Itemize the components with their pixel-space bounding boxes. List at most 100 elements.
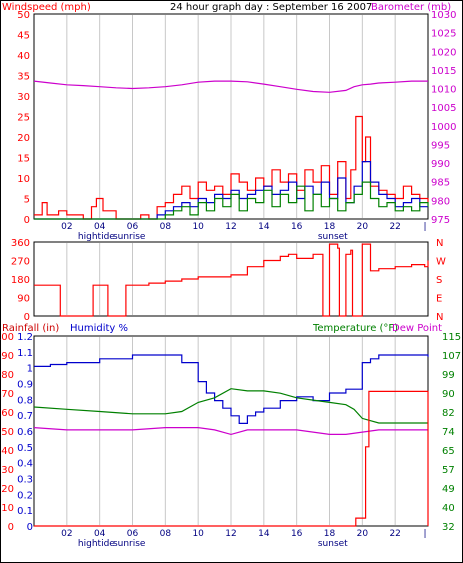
baro-tick-label: 1030 [431, 10, 456, 21]
humidity-tick-label: 70 [1, 389, 14, 400]
wind-tick-label: 5 [24, 195, 30, 206]
humidity-tick-label: 20 [1, 484, 14, 495]
series-barometer [33, 80, 428, 93]
x-tick-label: 20 [357, 529, 369, 539]
x-tick-label: 08 [160, 529, 172, 539]
humidity-tick-label: 0 [8, 522, 14, 533]
x-tick-label: | [423, 529, 426, 539]
x-tick-label: 02 [61, 222, 72, 232]
x-event-label: sunrise [113, 539, 146, 549]
compass-tick-label: S [436, 275, 442, 286]
temp-tick-label: 32 [442, 522, 455, 533]
baro-tick-label: 985 [431, 178, 450, 189]
humidity-tick-label: 90 [1, 351, 14, 362]
wind-tick-label: 0 [24, 215, 30, 226]
x-tick-label: 02 [61, 529, 72, 539]
rain-tick-label: 1.2 [17, 332, 33, 343]
humidity-tick-label: 100 [0, 332, 14, 343]
series-dew-point [33, 427, 428, 436]
temp-tick-label: 90 [442, 389, 455, 400]
compass-tick-label: E [436, 294, 442, 305]
baro-tick-label: 990 [431, 159, 450, 170]
temp-tick-label: 57 [442, 465, 455, 476]
series-rainfall [34, 390, 429, 527]
humidity-tick-label: 30 [1, 465, 14, 476]
rain-tick-label: 0.6 [17, 427, 33, 438]
rain-tick-label: 0.5 [17, 443, 33, 454]
dewpoint-label: Dew Point [392, 323, 442, 334]
compass-tick-label: N [436, 312, 443, 323]
x-tick-label: 20 [357, 222, 369, 232]
baro-tick-label: 1025 [431, 29, 456, 40]
temp-tick-label: 107 [442, 351, 461, 362]
direction-tick-label: 90 [17, 294, 30, 305]
x-tick-label: 22 [389, 222, 400, 232]
x-event-label: hightide [78, 539, 115, 549]
rain-tick-label: 1 [27, 364, 33, 375]
humidity-label: Humidity % [70, 323, 128, 334]
direction-tick-label: 270 [11, 257, 30, 268]
rain-tick-label: 0.1 [17, 506, 33, 517]
x-tick-label: 16 [291, 222, 303, 232]
temp-tick-label: 49 [442, 484, 455, 495]
baro-tick-label: 980 [431, 196, 450, 207]
x-tick-label: 10 [192, 222, 204, 232]
x-tick-label: 08 [160, 222, 172, 232]
x-tick-label: 14 [258, 529, 270, 539]
x-event-label: hightide [78, 232, 115, 242]
temp-tick-label: 82 [442, 408, 455, 419]
windspeed-label: Windspeed (mph) [2, 2, 91, 13]
humidity-tick-label: 60 [1, 408, 14, 419]
rain-tick-label: 0.8 [17, 395, 33, 406]
series-gust [34, 115, 429, 220]
rainfall-label: Rainfall (in) [2, 323, 59, 334]
humidity-tick-label: 80 [1, 370, 14, 381]
rain-tick-label: 0.7 [17, 411, 33, 422]
rain-tick-label: 0.4 [17, 459, 33, 470]
direction-tick-label: 360 [11, 238, 30, 249]
temp-tick-label: 115 [442, 332, 461, 343]
humidity-tick-label: 40 [1, 446, 14, 457]
x-event-label: sunset [318, 232, 348, 242]
compass-tick-label: W [436, 257, 446, 268]
wind-tick-label: 45 [17, 31, 30, 42]
rain-tick-label: 1.1 [17, 348, 33, 359]
series-humidity [34, 354, 429, 424]
x-tick-label: 12 [225, 529, 236, 539]
wind-tick-label: 25 [17, 113, 30, 124]
chart-title: 24 hour graph day : September 16 2007 [170, 2, 372, 13]
humidity-tick-label: 10 [1, 503, 14, 514]
direction-tick-label: 180 [11, 275, 30, 286]
x-tick-label: | [423, 222, 426, 232]
x-tick-label: 04 [94, 529, 106, 539]
series-avg-wind [34, 181, 429, 220]
x-tick-label: 06 [127, 222, 139, 232]
x-tick-label: 16 [291, 529, 303, 539]
x-tick-label: 18 [324, 222, 336, 232]
baro-tick-label: 1000 [431, 122, 456, 133]
wind-tick-label: 15 [17, 154, 30, 165]
x-tick-label: 18 [324, 529, 336, 539]
baro-tick-label: 975 [431, 215, 450, 226]
temp-tick-label: 65 [442, 446, 455, 457]
x-event-label: sunset [318, 539, 348, 549]
rain-tick-label: 0.2 [17, 490, 33, 501]
series-temperature [33, 388, 428, 424]
temp-tick-label: 99 [442, 370, 455, 381]
x-tick-label: 10 [192, 529, 204, 539]
wind-tick-label: 10 [17, 174, 30, 185]
compass-tick-label: N [436, 238, 443, 249]
x-tick-label: 14 [258, 222, 270, 232]
wind-tick-label: 50 [17, 10, 30, 21]
x-tick-label: 12 [225, 222, 236, 232]
baro-tick-label: 1015 [431, 66, 456, 77]
humidity-tick-label: 50 [1, 427, 14, 438]
rain-tick-label: 0.3 [17, 475, 33, 486]
temp-tick-label: 40 [442, 503, 455, 514]
x-event-label: sunrise [113, 232, 146, 242]
wind-tick-label: 30 [17, 92, 30, 103]
temp-tick-label: 74 [442, 427, 455, 438]
baro-tick-label: 1005 [431, 103, 456, 114]
